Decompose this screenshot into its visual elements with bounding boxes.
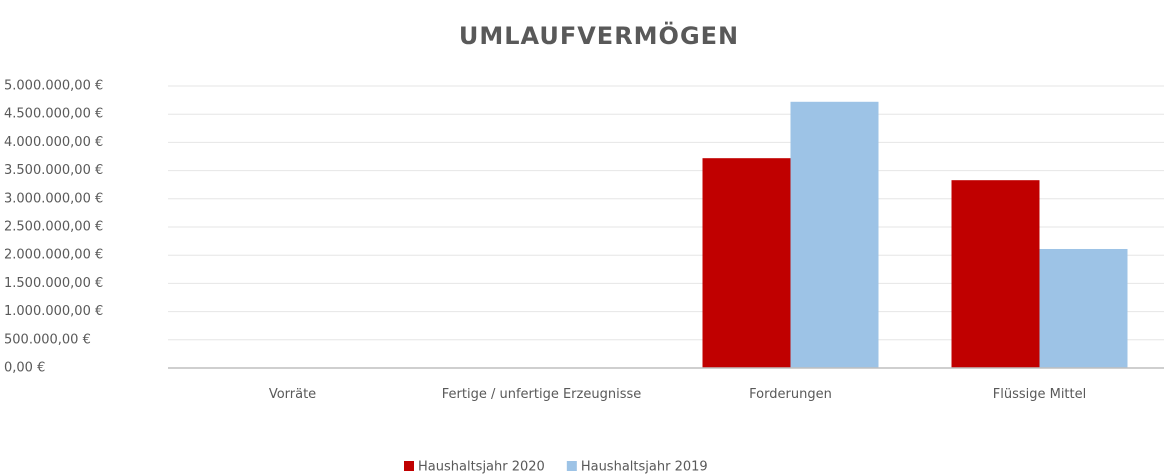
x-tick-label: Vorräte bbox=[268, 387, 317, 402]
y-tick-label: 5.000.000,00 € bbox=[4, 79, 103, 94]
y-tick-label: 500.000,00 € bbox=[4, 332, 91, 347]
y-tick-label: 2.000.000,00 € bbox=[4, 248, 103, 263]
x-tick-label: Forderungen bbox=[749, 387, 832, 402]
bar bbox=[951, 180, 1040, 368]
y-tick-label: 4.000.000,00 € bbox=[4, 135, 103, 150]
bar bbox=[702, 158, 791, 368]
bar bbox=[1039, 248, 1128, 368]
chart-title: UMLAUFVERMÖGEN bbox=[459, 20, 739, 50]
y-tick-label: 0,00 € bbox=[4, 361, 45, 376]
y-tick-label: 3.500.000,00 € bbox=[4, 163, 103, 178]
bar bbox=[790, 101, 879, 369]
y-tick-label: 2.500.000,00 € bbox=[4, 220, 103, 235]
y-tick-label: 3.000.000,00 € bbox=[4, 191, 103, 206]
y-tick-label: 1.000.000,00 € bbox=[4, 304, 103, 319]
legend-swatch bbox=[404, 461, 414, 471]
x-tick-label: Fertige / unfertige Erzeugnisse bbox=[441, 387, 642, 402]
x-tick-label: Flüssige Mittel bbox=[992, 387, 1087, 402]
y-tick-label: 1.500.000,00 € bbox=[4, 276, 103, 291]
legend-swatch bbox=[566, 461, 577, 471]
y-tick-label: 4.500.000,00 € bbox=[4, 107, 103, 122]
legend-label: Haushaltsjahr 2019 bbox=[581, 460, 708, 475]
legend-label: Haushaltsjahr 2020 bbox=[418, 460, 545, 475]
